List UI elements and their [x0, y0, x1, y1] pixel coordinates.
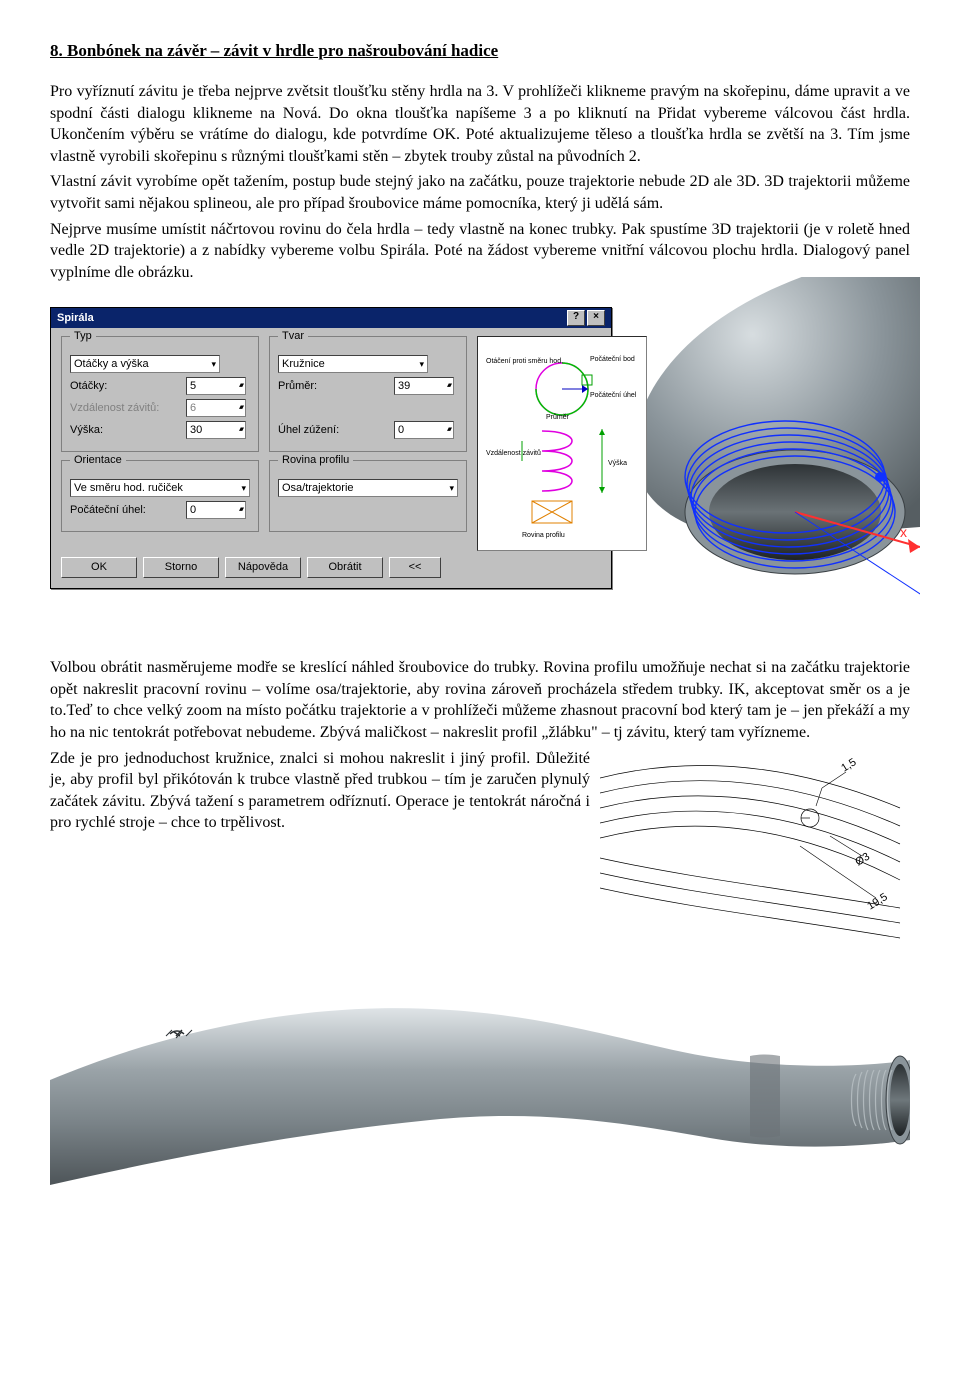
paragraph-1: Pro vyříznutí závitu je třeba nejprve zv…: [50, 81, 910, 167]
paragraph-4: Volbou obrátit nasměrujeme modře se kres…: [50, 657, 910, 743]
svg-text:Počáteční úhel: Počáteční úhel: [590, 392, 637, 399]
prumer-label: Průměr:: [278, 379, 388, 394]
group-tvar-legend: Tvar: [278, 329, 308, 344]
svg-text:Rovina profilu: Rovina profilu: [522, 532, 565, 539]
collapse-button[interactable]: <<: [389, 557, 441, 578]
group-orientace: Orientace Ve směru hod. ručiček Počátečn…: [61, 460, 259, 532]
dialog-title-text: Spirála: [57, 311, 94, 326]
rovina-combo[interactable]: Osa/trajektorie: [278, 479, 458, 497]
typ-combo[interactable]: Otáčky a výška: [70, 355, 220, 373]
group-typ: Typ Otáčky a výška Otáčky: 5 Vzdálenost …: [61, 336, 259, 452]
napoveda-button[interactable]: Nápověda: [225, 557, 301, 578]
svg-text:Výška: Výška: [608, 460, 627, 467]
section-heading: 8. Bonbónek na závěr – závit v hrdle pro…: [50, 40, 910, 63]
spiral-diagram: Otáčení proti směru hod. Počáteční bod P…: [477, 336, 647, 551]
ok-button[interactable]: OK: [61, 557, 137, 578]
otacky-label: Otáčky:: [70, 379, 180, 394]
svg-text:Vzdálenost závitů: Vzdálenost závitů: [486, 449, 541, 457]
dialog-titlebar: Spirála ? ×: [51, 308, 611, 328]
group-orient-legend: Orientace: [70, 453, 126, 468]
orientace-combo[interactable]: Ve směru hod. ručiček: [70, 479, 250, 497]
help-icon[interactable]: ?: [567, 310, 585, 326]
svg-text:1,5: 1,5: [839, 756, 858, 774]
vyska-input[interactable]: 30: [186, 421, 246, 439]
svg-text:x: x: [900, 524, 907, 540]
close-icon[interactable]: ×: [587, 310, 605, 326]
dialog-and-pipe-figure: x Spirála ? × Typ Otáčky a výška: [50, 297, 910, 637]
vzdalenost-input: 6: [186, 399, 246, 417]
uhel-label: Úhel zúžení:: [278, 423, 388, 438]
svg-text:19,5: 19,5: [865, 891, 890, 913]
vyska-label: Výška:: [70, 423, 180, 438]
group-typ-legend: Typ: [70, 329, 96, 344]
tvar-combo[interactable]: Kružnice: [278, 355, 428, 373]
prumer-input[interactable]: 39: [394, 377, 454, 395]
obratit-button[interactable]: Obrátit: [307, 557, 383, 578]
poc-uhel-label: Počáteční úhel:: [70, 503, 180, 518]
group-rovina: Rovina profilu Osa/trajektorie x: [269, 460, 467, 532]
paragraph-2: Vlastní závit vyrobíme opět tažením, pos…: [50, 171, 910, 214]
group-tvar: Tvar Kružnice Průměr: 39 x Úhel zúžení: …: [269, 336, 467, 452]
uhel-input[interactable]: 0: [394, 421, 454, 439]
final-pipe-render: [50, 960, 910, 1190]
group-rovina-legend: Rovina profilu: [278, 453, 353, 468]
profile-sketch: 1,5 Ø3 19,5: [600, 748, 910, 948]
svg-text:Ø3: Ø3: [853, 850, 872, 868]
poc-uhel-input[interactable]: 0: [186, 501, 246, 519]
otacky-input[interactable]: 5: [186, 377, 246, 395]
svg-text:Průměr: Průměr: [546, 413, 570, 421]
storno-button[interactable]: Storno: [143, 557, 219, 578]
paragraph-3: Nejprve musíme umístit náčrtovou rovinu …: [50, 219, 910, 284]
vzdalenost-label: Vzdálenost závitů:: [70, 401, 180, 416]
spiral-dialog: Spirála ? × Typ Otáčky a výška Otáčky:: [50, 307, 612, 589]
svg-text:Otáčení proti směru hod.: Otáčení proti směru hod.: [486, 358, 563, 365]
svg-text:Počáteční bod: Počáteční bod: [590, 356, 635, 363]
